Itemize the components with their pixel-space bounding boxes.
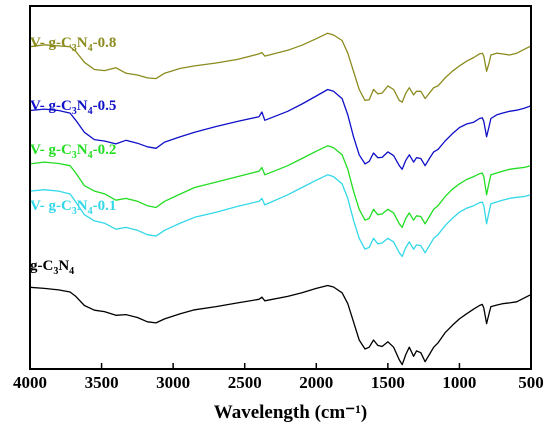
series-label-0: V- g-C3N4-0.8 xyxy=(30,35,116,54)
series-labels: V- g-C3N4-0.8 V- g-C3N4-0.5 V- g-C3N4-0.2 V… xyxy=(30,35,116,277)
x-tick-label-3000: 3000 xyxy=(156,373,190,392)
plot-frame xyxy=(29,5,532,370)
series-line-1 xyxy=(29,88,532,170)
x-tick-label-500: 500 xyxy=(518,373,544,392)
x-axis-title: Wavelength (cm⁻¹) xyxy=(214,402,367,423)
series-label-1: V- g-C3N4-0.5 xyxy=(30,98,116,117)
x-tick-label-3500: 3500 xyxy=(85,373,119,392)
series-label-4: g-C3N4 xyxy=(30,258,74,277)
series-layer xyxy=(29,32,532,366)
x-tick-label-1500: 1500 xyxy=(371,373,405,392)
series-label-2: V- g-C3N4-0.2 xyxy=(30,142,116,161)
series-label-3: V- g-C3N4-0.1 xyxy=(30,198,116,217)
x-tick-label-2500: 2500 xyxy=(228,373,262,392)
series-line-3 xyxy=(29,174,532,258)
series-line-0 xyxy=(29,32,532,103)
x-axis-ticks: 4000 3500 3000 2500 2000 1500 1000 500 xyxy=(13,363,544,392)
x-tick-label-1000: 1000 xyxy=(442,373,476,392)
series-line-2 xyxy=(29,145,532,229)
x-tick-label-2000: 2000 xyxy=(299,373,333,392)
series-line-4 xyxy=(29,284,532,366)
x-tick-label-4000: 4000 xyxy=(13,373,47,392)
